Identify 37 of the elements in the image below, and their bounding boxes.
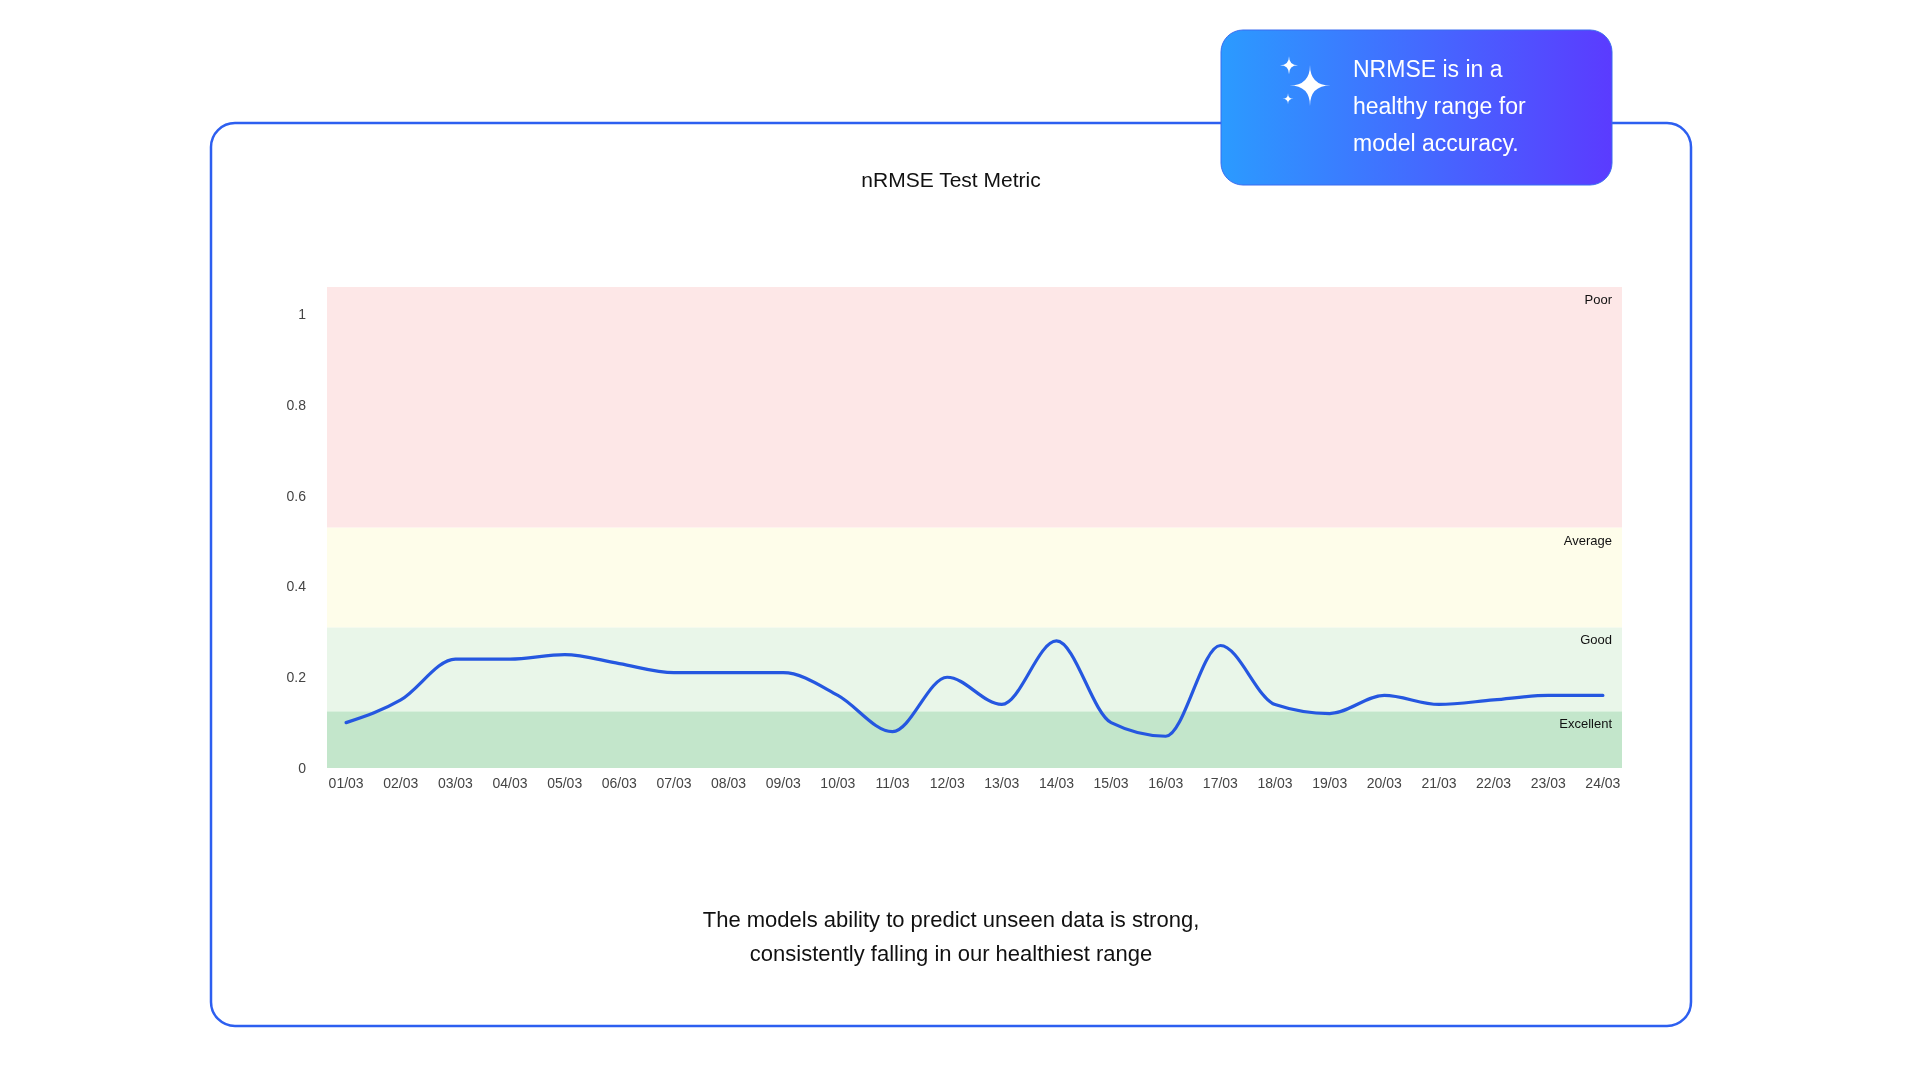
- x-tick-label: 20/03: [1366, 775, 1403, 791]
- x-tick-label: 18/03: [1257, 775, 1293, 791]
- y-tick-label: 1: [298, 306, 307, 323]
- x-tick-label: 01/03: [328, 775, 364, 791]
- y-tick-label: 0.6: [286, 487, 307, 504]
- x-tick-label: 22/03: [1476, 775, 1512, 791]
- band-label: Average: [1563, 532, 1612, 547]
- x-tick-label: 16/03: [1148, 775, 1184, 791]
- x-tick-label: 09/03: [765, 775, 801, 791]
- band-label: Excellent: [1559, 715, 1613, 731]
- x-tick-label: 05/03: [547, 775, 583, 791]
- x-tick-label: 13/03: [984, 775, 1020, 791]
- x-tick-label: 24/03: [1585, 775, 1621, 791]
- x-tick-label: 03/03: [437, 775, 474, 791]
- x-tick-label: 06/03: [601, 775, 638, 791]
- x-tick-label: 19/03: [1312, 775, 1348, 791]
- y-tick-label: 0.4: [286, 578, 307, 595]
- y-tick-label: 0.2: [286, 669, 307, 686]
- x-tick-label: 04/03: [492, 775, 528, 791]
- x-tick-label: 08/03: [711, 775, 747, 791]
- band-label: Poor: [1584, 291, 1613, 307]
- x-tick-label: 17/03: [1202, 775, 1239, 791]
- y-tick-label: 0: [298, 760, 307, 776]
- x-tick-label: 11/03: [875, 775, 910, 791]
- x-tick-label: 14/03: [1038, 775, 1075, 791]
- x-tick-label: 10/03: [820, 775, 856, 791]
- x-tick-label: 23/03: [1530, 775, 1566, 791]
- text: The models ability to predict unseen data is strong, consistently falling in our healthiest range: [702, 907, 1200, 966]
- band-label: Good: [1580, 631, 1612, 647]
- text: NRMSE is in a healthy range for model accuracy.: [1353, 56, 1526, 156]
- x-tick-label: 12/03: [929, 775, 965, 791]
- y-tick-label: 0.8: [286, 396, 307, 413]
- x-tick-label: 15/03: [1093, 775, 1129, 791]
- x-tick-label: 02/03: [383, 775, 419, 791]
- x-tick-label: 07/03: [656, 775, 692, 791]
- chart-title: nRMSE Test Metric: [861, 168, 1041, 191]
- x-tick-label: 21/03: [1421, 775, 1457, 791]
